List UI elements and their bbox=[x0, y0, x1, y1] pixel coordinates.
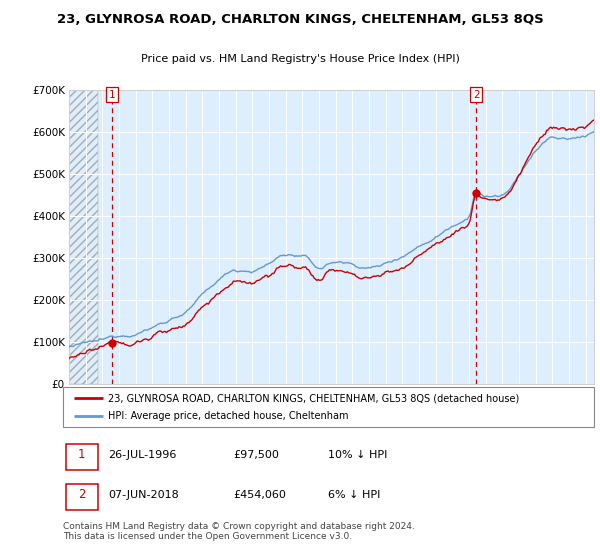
FancyBboxPatch shape bbox=[63, 387, 594, 427]
FancyBboxPatch shape bbox=[65, 484, 98, 510]
Text: 2: 2 bbox=[473, 90, 479, 100]
Text: Contains HM Land Registry data © Crown copyright and database right 2024.
This d: Contains HM Land Registry data © Crown c… bbox=[63, 522, 415, 541]
Text: 1: 1 bbox=[78, 448, 85, 461]
Text: HPI: Average price, detached house, Cheltenham: HPI: Average price, detached house, Chel… bbox=[108, 411, 349, 421]
Text: 2: 2 bbox=[78, 488, 85, 501]
Text: 6% ↓ HPI: 6% ↓ HPI bbox=[329, 489, 381, 500]
Text: 10% ↓ HPI: 10% ↓ HPI bbox=[329, 450, 388, 460]
Text: £454,060: £454,060 bbox=[233, 489, 286, 500]
FancyBboxPatch shape bbox=[65, 444, 98, 470]
Text: £97,500: £97,500 bbox=[233, 450, 279, 460]
Text: Price paid vs. HM Land Registry's House Price Index (HPI): Price paid vs. HM Land Registry's House … bbox=[140, 54, 460, 64]
Text: 1: 1 bbox=[109, 90, 115, 100]
Text: 07-JUN-2018: 07-JUN-2018 bbox=[108, 489, 179, 500]
Text: 23, GLYNROSA ROAD, CHARLTON KINGS, CHELTENHAM, GL53 8QS: 23, GLYNROSA ROAD, CHARLTON KINGS, CHELT… bbox=[56, 13, 544, 26]
Text: 23, GLYNROSA ROAD, CHARLTON KINGS, CHELTENHAM, GL53 8QS (detached house): 23, GLYNROSA ROAD, CHARLTON KINGS, CHELT… bbox=[108, 393, 520, 403]
Bar bbox=[69, 90, 98, 384]
Text: 26-JUL-1996: 26-JUL-1996 bbox=[108, 450, 176, 460]
